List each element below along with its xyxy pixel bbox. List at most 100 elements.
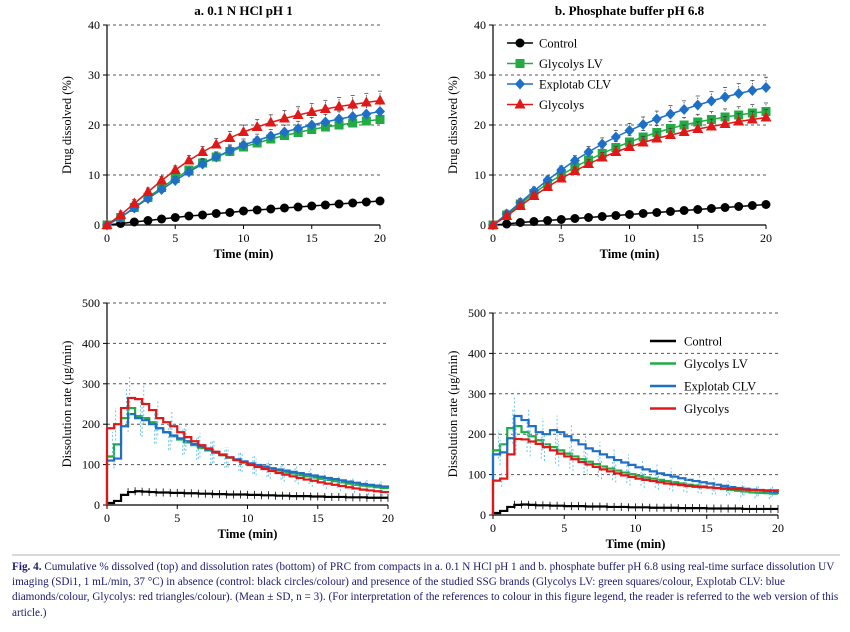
data-point	[225, 208, 235, 217]
data-point	[720, 203, 730, 212]
y-tick-label: 300	[82, 377, 100, 391]
data-point	[543, 216, 553, 225]
y-tick-label: 0	[480, 508, 486, 522]
y-tick-label: 0	[94, 498, 100, 512]
data-point	[279, 126, 290, 138]
data-point	[746, 113, 758, 124]
data-point	[610, 146, 622, 156]
data-point	[347, 98, 359, 109]
data-point	[597, 138, 608, 150]
data-point	[156, 184, 167, 195]
data-point	[583, 158, 595, 168]
y-tick-label: 100	[468, 468, 486, 482]
chart-b: 0 10 20 30 40 0 5 10 15 20 Time (min) Drug dissolve…	[446, 3, 772, 261]
data-point	[706, 95, 717, 107]
x-tick-label: 15	[306, 231, 318, 245]
data-point	[129, 217, 139, 227]
legend-item: Glycolys	[507, 98, 584, 112]
data-point	[197, 146, 209, 156]
data-point	[583, 146, 594, 158]
legend-marker	[515, 59, 525, 68]
y-tick-label: 200	[82, 417, 100, 431]
data-point	[597, 212, 607, 221]
data-point	[292, 109, 304, 119]
y-tick-label: 300	[468, 387, 486, 401]
data-point	[514, 200, 526, 210]
data-point	[334, 113, 345, 125]
data-point	[224, 132, 236, 142]
x-tick-label: 5	[172, 231, 178, 245]
data-point	[556, 215, 566, 224]
data-point	[679, 206, 689, 215]
y-tick-label: 0	[94, 218, 100, 232]
legend-label: Control	[539, 37, 578, 51]
data-point	[733, 88, 744, 99]
data-point	[156, 174, 168, 185]
chart-title: a. 0.1 N HCl pH 1	[194, 3, 293, 18]
x-tick-label: 10	[624, 231, 636, 245]
chart-a: 0 10 20 30 40 0 5 10 15 20 Time (min) Drug dissolve…	[60, 3, 386, 261]
data-point	[320, 116, 331, 128]
data-point	[224, 145, 235, 156]
caption-label: Fig. 4.	[12, 561, 42, 573]
x-axis-label: Time (min)	[218, 527, 278, 541]
chart-c: 0 100 200 300 400 500 0 5 10 15 20 Time (min) Dissol…	[60, 296, 394, 541]
legend-marker	[514, 98, 526, 109]
x-tick-label: 0	[104, 511, 110, 525]
data-point	[678, 126, 690, 136]
x-axis-label: Time (min)	[606, 537, 666, 551]
y-tick-label: 20	[88, 118, 100, 132]
y-tick-label: 200	[468, 427, 486, 441]
data-point	[747, 85, 758, 96]
data-point	[610, 131, 621, 143]
data-point	[652, 208, 662, 217]
legend-item: Explotab CLV	[507, 78, 611, 92]
data-point	[252, 205, 262, 215]
data-point	[169, 164, 181, 174]
data-point	[624, 125, 635, 136]
data-point	[638, 209, 648, 218]
data-point	[197, 158, 208, 170]
y-tick-label: 30	[474, 68, 486, 82]
legend-marker	[515, 38, 525, 48]
x-tick-label: 10	[630, 521, 642, 535]
data-point	[502, 219, 512, 229]
x-tick-label: 15	[701, 521, 713, 535]
data-point	[293, 123, 304, 134]
data-point	[761, 200, 771, 209]
y-axis-label: Dissolution rate (μg/min)	[60, 341, 74, 468]
data-point	[665, 108, 676, 120]
data-point	[705, 120, 717, 131]
data-point	[115, 209, 127, 219]
data-point	[734, 202, 744, 211]
data-point	[374, 94, 386, 105]
data-point	[101, 219, 113, 229]
data-point	[361, 116, 371, 126]
y-tick-label: 30	[88, 68, 100, 82]
data-point	[293, 202, 303, 212]
data-point	[487, 219, 499, 229]
data-point	[692, 123, 704, 133]
data-point	[375, 196, 385, 206]
legend-label: Explotab CLV	[684, 380, 756, 394]
series-step-line	[491, 414, 780, 515]
y-tick-label: 10	[88, 168, 100, 182]
x-tick-label: 5	[174, 511, 180, 525]
data-point	[651, 132, 663, 143]
data-point	[719, 118, 731, 128]
y-axis-label: Drug dissolved (%)	[446, 76, 460, 174]
data-point	[334, 199, 344, 209]
y-tick-label: 400	[468, 346, 486, 360]
data-point	[211, 151, 222, 163]
data-point	[307, 201, 317, 211]
data-point	[528, 190, 540, 200]
x-tick-label: 0	[490, 521, 496, 535]
x-tick-label: 10	[238, 231, 250, 245]
data-point	[624, 141, 635, 151]
legend-label: Glycolys	[539, 98, 584, 112]
y-tick-label: 100	[82, 458, 100, 472]
data-point	[265, 116, 277, 127]
data-point	[679, 104, 690, 115]
data-point	[692, 99, 703, 111]
legend-item: Glycolys LV	[650, 357, 748, 371]
